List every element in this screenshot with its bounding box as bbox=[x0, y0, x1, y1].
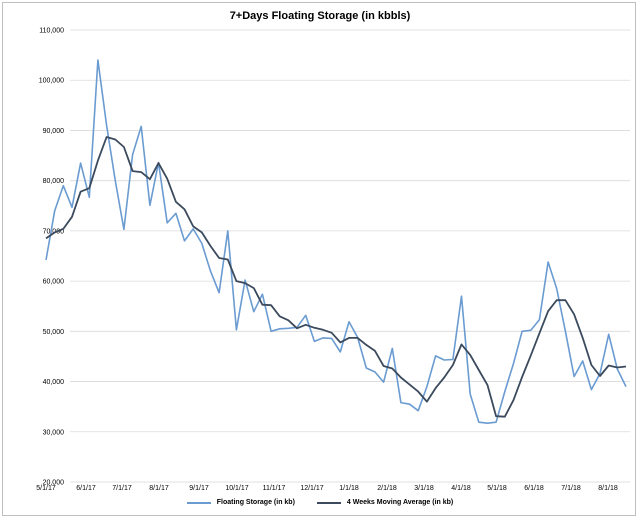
x-tick-label: 1/1/18 bbox=[339, 485, 359, 492]
y-tick-label: 110,000 bbox=[39, 28, 64, 35]
chart-title: 7+Days Floating Storage (in kbbls) bbox=[229, 10, 411, 22]
legend-item-floating-storage: Floating Storage (in kb) bbox=[186, 499, 295, 506]
legend-label-moving-average: 4 Weeks Moving Average (in kb) bbox=[346, 499, 454, 506]
x-tick-label: 8/1/17 bbox=[149, 485, 169, 492]
y-tick-label: 20,000 bbox=[43, 480, 65, 487]
x-tick-label: 2/1/18 bbox=[377, 485, 397, 492]
y-tick-label: 70,000 bbox=[43, 228, 65, 235]
y-tick-label: 90,000 bbox=[43, 128, 65, 135]
y-tick-label: 100,000 bbox=[39, 78, 64, 85]
x-tick-label: 12/1/17 bbox=[300, 485, 323, 492]
x-tick-label: 9/1/17 bbox=[189, 485, 209, 492]
gridlines bbox=[70, 29, 630, 483]
y-tick-label: 40,000 bbox=[43, 379, 65, 386]
x-tick-label: 5/1/17 bbox=[36, 485, 56, 492]
x-tick-label: 5/1/18 bbox=[487, 485, 507, 492]
x-tick-label: 7/1/18 bbox=[561, 485, 581, 492]
legend-item-moving-average: 4 Weeks Moving Average (in kb) bbox=[316, 499, 454, 506]
x-tick-label: 8/1/18 bbox=[598, 485, 618, 492]
y-tick-label: 50,000 bbox=[43, 329, 65, 336]
x-tick-label: 4/1/18 bbox=[451, 485, 471, 492]
x-tick-label: 10/1/17 bbox=[225, 485, 248, 492]
x-tick-label: 6/1/18 bbox=[524, 485, 544, 492]
series-line-moving-average bbox=[45, 136, 627, 418]
series-lines bbox=[45, 59, 627, 425]
y-tick-label: 80,000 bbox=[43, 178, 65, 185]
legend-label-floating-storage: Floating Storage (in kb) bbox=[216, 499, 295, 506]
x-axis-ticks: 5/1/17 6/1/17 7/1/17 8/1/17 9/1/17 10/1/17 11/… bbox=[36, 485, 618, 492]
legend: Floating Storage (in kb) 4 Weeks Moving … bbox=[0, 499, 640, 506]
y-axis-ticks: 110,000 100,000 90,000 80,000 70,000 60,000 50… bbox=[39, 28, 64, 487]
series-line-floating-storage bbox=[45, 59, 627, 425]
legend-swatch-floating-storage bbox=[186, 501, 211, 504]
chart-frame bbox=[2, 2, 636, 516]
y-tick-label: 60,000 bbox=[43, 279, 65, 286]
x-tick-label: 6/1/17 bbox=[76, 485, 96, 492]
x-tick-label: 11/1/17 bbox=[263, 485, 286, 492]
y-tick-label: 30,000 bbox=[43, 429, 65, 436]
x-tick-label: 7/1/17 bbox=[112, 485, 132, 492]
legend-swatch-moving-average bbox=[316, 501, 341, 504]
x-tick-label: 3/1/18 bbox=[414, 485, 434, 492]
